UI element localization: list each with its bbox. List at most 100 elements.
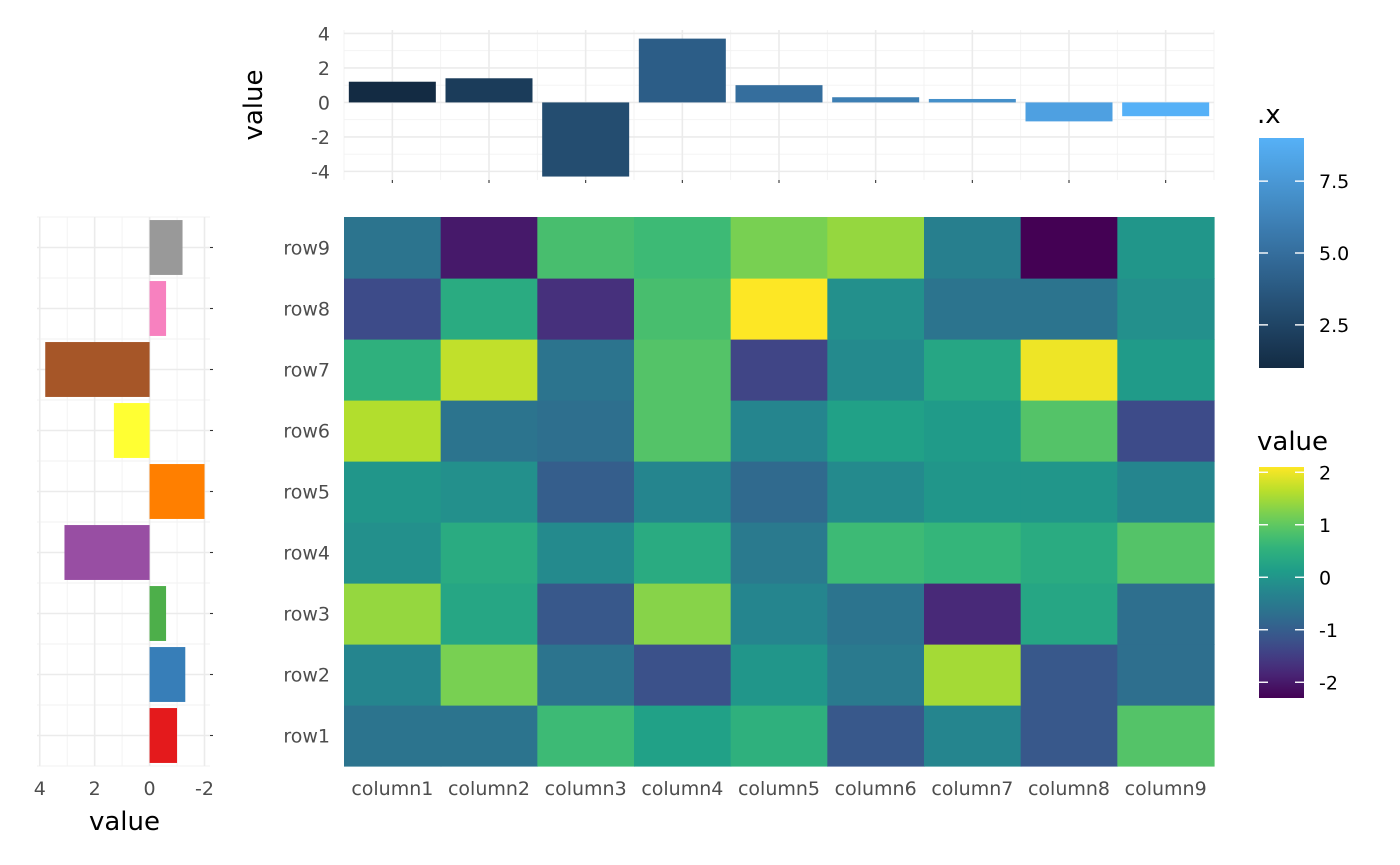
heatmap-cell xyxy=(827,583,925,645)
legend-value-title: value xyxy=(1257,427,1328,457)
heatmap-cell xyxy=(344,583,442,645)
heatmap-column-label: column7 xyxy=(931,778,1013,800)
heatmap-cell xyxy=(827,644,925,706)
top-bar xyxy=(542,102,630,177)
heatmap-cell xyxy=(924,583,1022,645)
heatmap-cell xyxy=(634,461,732,523)
heatmap-row-label: row3 xyxy=(283,604,330,626)
heatmap-cell xyxy=(1117,522,1215,584)
heatmap-cell xyxy=(1117,583,1215,645)
heatmap-cell xyxy=(440,583,538,645)
heatmap-cell xyxy=(634,217,732,279)
heatmap-row-label: row5 xyxy=(283,482,330,504)
heatmap-cell xyxy=(730,644,828,706)
left-bar-panel: 4 2 0 -2 value xyxy=(34,216,214,837)
heatmap-cell xyxy=(924,461,1022,523)
top-bar-panel: 4 2 0 -2 -4 value xyxy=(239,23,1215,183)
heatmap-cell xyxy=(827,400,925,462)
legend-value-label: -1 xyxy=(1319,620,1338,642)
legend-value-label: 1 xyxy=(1319,515,1331,537)
heatmap-cell xyxy=(827,217,925,279)
legend-value-label: 0 xyxy=(1319,567,1331,589)
heatmap-cell xyxy=(634,644,732,706)
heatmap-cell xyxy=(730,461,828,523)
heatmap-row-label: row1 xyxy=(283,726,330,748)
top-bar xyxy=(348,81,436,103)
heatmap-cell xyxy=(344,644,442,706)
heatmap-cell xyxy=(1117,339,1215,401)
top-y-tick-label: -4 xyxy=(311,161,330,183)
heatmap-cell xyxy=(1020,400,1118,462)
heatmap-cell xyxy=(1020,461,1118,523)
heatmap-cell xyxy=(537,400,635,462)
heatmap-cell xyxy=(537,705,635,767)
heatmap-cell xyxy=(730,339,828,401)
heatmap-cell xyxy=(537,217,635,279)
top-bar xyxy=(1122,102,1210,117)
heatmap-column-label: column8 xyxy=(1028,778,1110,800)
heatmap-cell xyxy=(440,278,538,340)
heatmap-cell xyxy=(440,644,538,706)
top-bar xyxy=(832,97,920,103)
legend-value-bar xyxy=(1259,467,1304,698)
heatmap-cell xyxy=(827,461,925,523)
left-x-tick-label: 2 xyxy=(89,778,101,800)
heatmap-cell xyxy=(730,278,828,340)
top-y-tick-label: 0 xyxy=(318,92,330,114)
heatmap-column-label: column4 xyxy=(641,778,723,800)
heatmap-row-label: row6 xyxy=(283,421,330,443)
left-bar xyxy=(113,403,150,458)
heatmap-cell xyxy=(537,583,635,645)
left-bar xyxy=(45,342,150,397)
heatmap-cell xyxy=(1117,644,1215,706)
left-x-tick-label: 0 xyxy=(144,778,156,800)
heatmap-cell xyxy=(924,644,1022,706)
heatmap-cell xyxy=(924,400,1022,462)
heatmap-row-label: row7 xyxy=(283,360,330,382)
heatmap-cell xyxy=(344,339,442,401)
heatmap-cell xyxy=(440,705,538,767)
top-gridlines xyxy=(343,30,1215,183)
heatmap-row-label: row4 xyxy=(283,543,330,565)
heatmap-cell xyxy=(344,461,442,523)
legend-value-label: -2 xyxy=(1319,672,1338,694)
heatmap-cell xyxy=(827,705,925,767)
heatmap-cell xyxy=(634,522,732,584)
heatmap-column-label: column3 xyxy=(545,778,627,800)
heatmap-cell xyxy=(924,339,1022,401)
heatmap-cell xyxy=(1117,278,1215,340)
top-bar xyxy=(735,85,823,103)
heatmap-cell xyxy=(730,522,828,584)
top-y-tick-label: 4 xyxy=(318,23,330,45)
heatmap-cell xyxy=(1020,339,1118,401)
heatmap-cell xyxy=(1020,705,1118,767)
left-bar xyxy=(149,464,205,519)
left-x-tick-label: 4 xyxy=(34,778,46,800)
heatmap-cell xyxy=(440,400,538,462)
heatmap-row-label: row2 xyxy=(283,665,330,687)
left-x-tick-label: -2 xyxy=(195,778,214,800)
heatmap-cell xyxy=(537,278,635,340)
heatmap-cell xyxy=(634,583,732,645)
heatmap-cell xyxy=(1020,644,1118,706)
top-bar xyxy=(445,78,533,103)
heatmap-cell xyxy=(924,705,1022,767)
heatmap-cell xyxy=(1020,522,1118,584)
top-bar xyxy=(928,98,1016,103)
top-y-tick-label: -2 xyxy=(311,127,330,149)
left-bar xyxy=(149,708,178,763)
heatmap-cell xyxy=(730,705,828,767)
legend-x-colorbar: .x 2.5 5.0 7.5 xyxy=(1257,100,1349,368)
legend-x-title: .x xyxy=(1257,100,1281,130)
heatmap-cell xyxy=(634,705,732,767)
heatmap-cell xyxy=(537,339,635,401)
left-bar xyxy=(149,586,167,641)
heatmap-cell xyxy=(924,522,1022,584)
heatmap-cell xyxy=(344,278,442,340)
heatmap-panel: row1 row2 row3 row4 row5 row6 row7 row8 row9 colu… xyxy=(283,217,1215,800)
heatmap-cell xyxy=(924,278,1022,340)
heatmap-cell xyxy=(440,339,538,401)
legend-x-label: 2.5 xyxy=(1319,315,1349,337)
heatmap-cell xyxy=(827,278,925,340)
